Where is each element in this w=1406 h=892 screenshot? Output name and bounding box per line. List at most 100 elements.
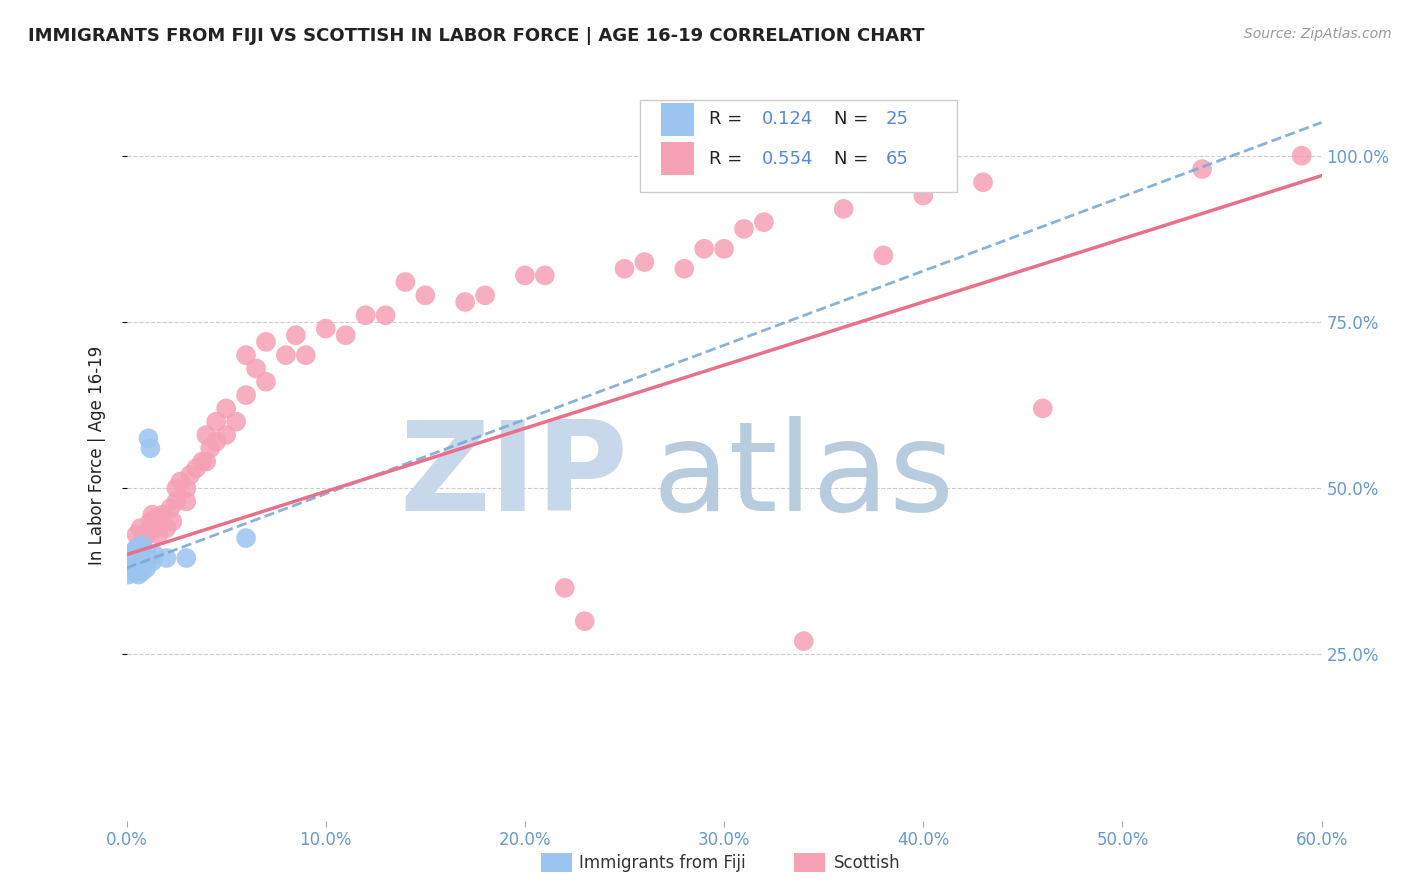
Point <box>139 442 162 456</box>
Point <box>235 388 257 402</box>
Point <box>533 268 555 283</box>
Point <box>138 431 160 445</box>
Point <box>1032 401 1054 416</box>
Point <box>124 544 146 558</box>
Point <box>235 531 257 545</box>
Point <box>205 434 228 449</box>
Text: atlas: atlas <box>652 417 955 537</box>
Point <box>752 215 775 229</box>
Point <box>141 554 163 568</box>
Point <box>254 334 277 349</box>
Point <box>174 481 197 495</box>
Point <box>633 255 655 269</box>
Point <box>200 442 222 456</box>
Point <box>141 508 163 522</box>
Point <box>195 454 218 468</box>
Point <box>148 527 170 541</box>
Point <box>245 361 267 376</box>
Point <box>413 288 436 302</box>
Point <box>205 415 228 429</box>
Point <box>174 551 197 566</box>
Point <box>139 515 162 529</box>
Point <box>335 328 357 343</box>
Point <box>129 521 152 535</box>
Point <box>143 521 166 535</box>
Point <box>613 261 636 276</box>
FancyBboxPatch shape <box>661 103 695 136</box>
Point <box>225 415 247 429</box>
Point <box>215 401 238 416</box>
Point <box>165 481 187 495</box>
Point <box>129 558 152 572</box>
Text: 25: 25 <box>886 111 908 128</box>
Point <box>191 454 214 468</box>
Point <box>135 561 157 575</box>
Text: 0.554: 0.554 <box>762 150 814 168</box>
Point <box>127 567 149 582</box>
Point <box>124 564 146 578</box>
Point <box>294 348 316 362</box>
Point <box>155 521 177 535</box>
Point <box>354 308 377 322</box>
Point <box>284 328 307 343</box>
Point <box>125 527 148 541</box>
FancyBboxPatch shape <box>661 143 695 176</box>
Text: IMMIGRANTS FROM FIJI VS SCOTTISH IN LABOR FORCE | AGE 16-19 CORRELATION CHART: IMMIGRANTS FROM FIJI VS SCOTTISH IN LABO… <box>28 27 925 45</box>
Point <box>129 548 152 562</box>
Point <box>179 467 201 482</box>
Point <box>235 348 257 362</box>
Point <box>134 554 156 568</box>
Text: Source: ZipAtlas.com: Source: ZipAtlas.com <box>1244 27 1392 41</box>
Point <box>673 261 696 276</box>
Point <box>135 527 157 541</box>
Point <box>174 494 197 508</box>
Point <box>394 275 416 289</box>
Text: Immigrants from Fiji: Immigrants from Fiji <box>579 855 747 872</box>
Point <box>574 614 596 628</box>
Point <box>155 551 177 566</box>
Point <box>972 175 994 189</box>
Point <box>131 534 153 549</box>
Text: N =: N = <box>834 111 875 128</box>
Point <box>832 202 855 216</box>
Point <box>145 511 167 525</box>
Point <box>215 428 238 442</box>
Point <box>374 308 396 322</box>
Point <box>315 321 337 335</box>
Point <box>474 288 496 302</box>
Point <box>733 222 755 236</box>
Text: 65: 65 <box>886 150 908 168</box>
Point <box>117 567 139 582</box>
Point <box>127 551 149 566</box>
Point <box>274 348 297 362</box>
Point <box>169 475 191 489</box>
Point <box>159 501 181 516</box>
Text: R =: R = <box>709 111 748 128</box>
Point <box>125 541 148 555</box>
Point <box>693 242 716 256</box>
Text: Scottish: Scottish <box>834 855 900 872</box>
Point <box>131 564 153 578</box>
Point <box>912 188 935 202</box>
Point <box>121 551 143 566</box>
FancyBboxPatch shape <box>541 853 572 872</box>
Text: ZIP: ZIP <box>399 417 628 537</box>
Point <box>162 515 184 529</box>
Point <box>793 634 815 648</box>
Point <box>1191 161 1213 176</box>
Text: R =: R = <box>709 150 748 168</box>
FancyBboxPatch shape <box>794 853 825 872</box>
Point <box>120 548 142 562</box>
Point <box>872 248 894 262</box>
Point <box>186 461 208 475</box>
Point <box>121 558 143 572</box>
Text: 0.124: 0.124 <box>762 111 814 128</box>
Point <box>254 375 277 389</box>
Point <box>131 538 153 552</box>
Point <box>1291 149 1313 163</box>
Point <box>120 548 142 562</box>
Point <box>554 581 576 595</box>
Y-axis label: In Labor Force | Age 16-19: In Labor Force | Age 16-19 <box>87 345 105 565</box>
Point <box>165 494 187 508</box>
Text: N =: N = <box>834 150 875 168</box>
